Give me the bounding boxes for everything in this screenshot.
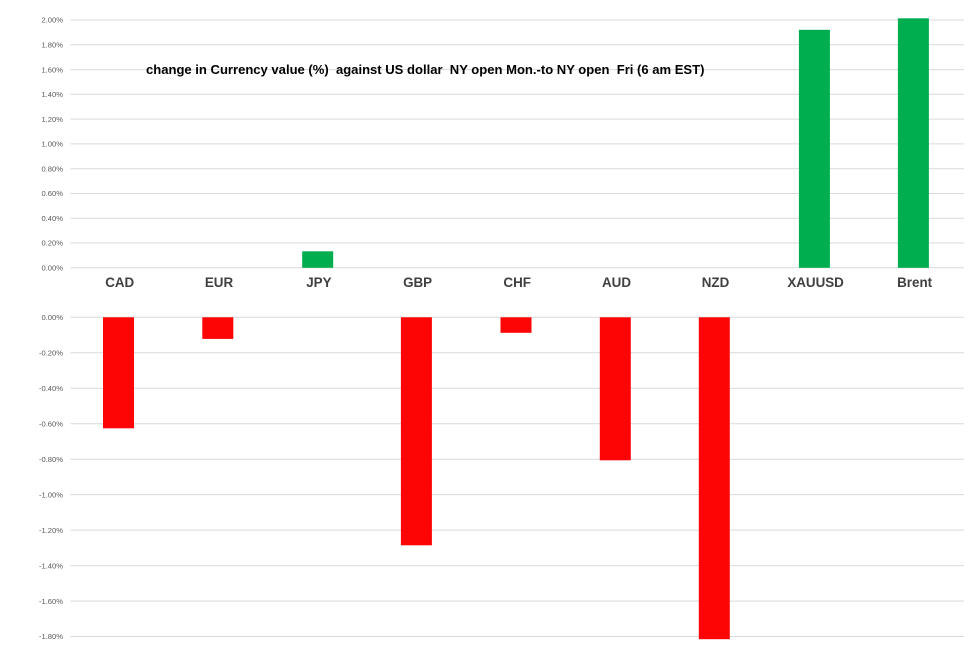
svg-text:AUD: AUD	[602, 275, 631, 290]
svg-text:-1.00%: -1.00%	[39, 490, 63, 499]
svg-text:GBP: GBP	[403, 275, 432, 290]
svg-text:-0.20%: -0.20%	[39, 349, 63, 358]
svg-text:0.00%: 0.00%	[41, 313, 63, 322]
svg-text:-0.60%: -0.60%	[39, 419, 63, 428]
svg-text:-1.40%: -1.40%	[39, 561, 63, 570]
svg-text:CHF: CHF	[503, 275, 531, 290]
svg-text:1.80%: 1.80%	[41, 41, 63, 50]
svg-text:-1.20%: -1.20%	[39, 526, 63, 535]
svg-text:1.00%: 1.00%	[41, 140, 63, 149]
svg-text:JPY: JPY	[306, 275, 331, 290]
svg-text:1.40%: 1.40%	[41, 90, 63, 99]
svg-text:change in Currency value (%): change in Currency value (%) against US …	[146, 62, 704, 77]
svg-text:0.60%: 0.60%	[41, 189, 63, 198]
svg-text:-1.80%: -1.80%	[39, 632, 63, 641]
svg-text:XAUUSD: XAUUSD	[787, 275, 844, 290]
svg-text:0.20%: 0.20%	[41, 239, 63, 248]
svg-text:Brent: Brent	[897, 275, 933, 290]
svg-text:0.00%: 0.00%	[41, 264, 63, 273]
svg-text:-0.40%: -0.40%	[39, 384, 63, 393]
svg-text:-1.60%: -1.60%	[39, 597, 63, 606]
svg-text:0.80%: 0.80%	[41, 164, 63, 173]
svg-text:-0.80%: -0.80%	[39, 455, 63, 464]
svg-text:CAD: CAD	[105, 275, 134, 290]
svg-text:EUR: EUR	[205, 275, 234, 290]
svg-text:2.00%: 2.00%	[41, 16, 63, 25]
svg-text:1.60%: 1.60%	[41, 65, 63, 74]
svg-text:NZD: NZD	[702, 275, 730, 290]
svg-text:0.40%: 0.40%	[41, 214, 63, 223]
svg-text:1.20%: 1.20%	[41, 115, 63, 124]
